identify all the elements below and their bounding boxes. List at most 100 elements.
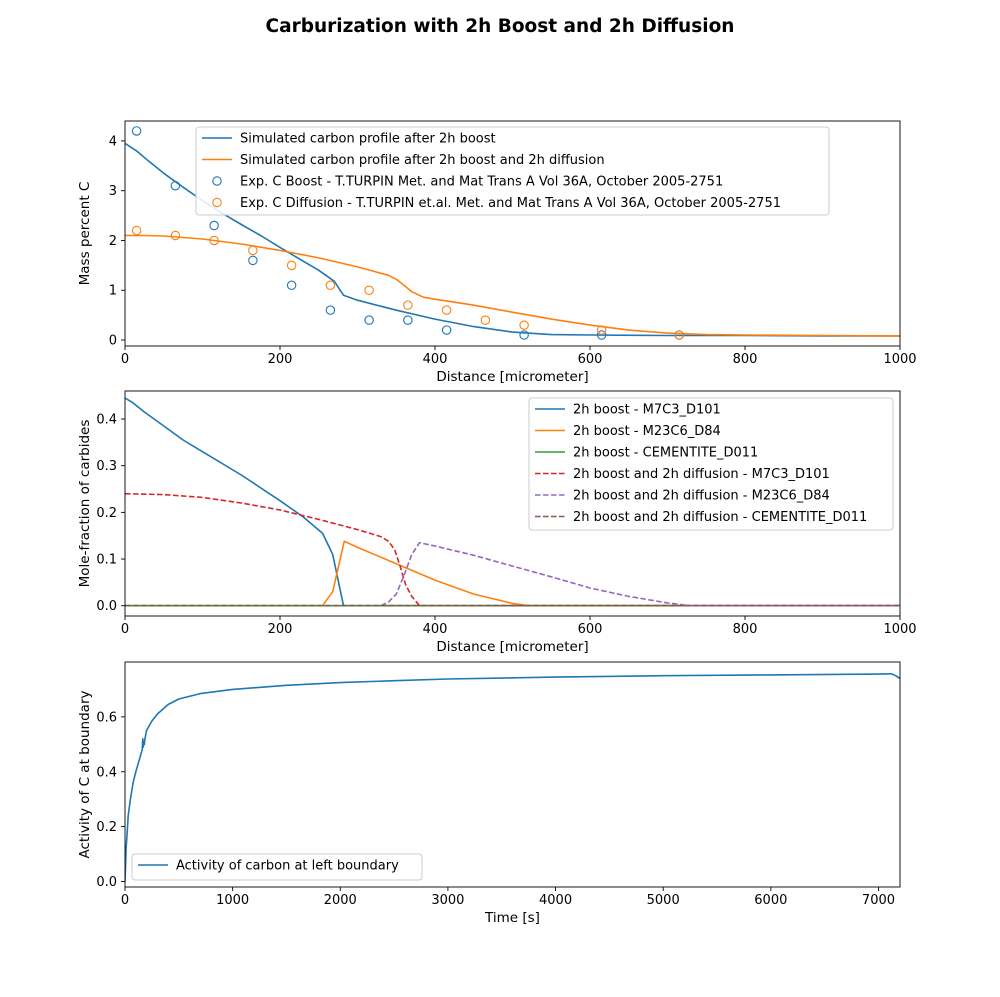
legend-marker [212,176,222,186]
legend-label: Simulated carbon profile after 2h boost … [240,153,605,168]
data-point [131,126,142,136]
legend-label: 2h boost and 2h diffusion - M23C6_D84 [573,489,830,504]
y-tick-label: 0.2 [96,506,117,521]
plot-area [125,672,900,882]
legend: Activity of carbon at left boundary [131,853,423,881]
data-point [519,320,529,330]
y-axis-label: Mass percent C [77,182,93,286]
x-tick-label: 1000 [883,622,916,637]
x-tick-label: 600 [578,352,603,367]
data-point [325,305,336,315]
legend-label: 2h boost and 2h diffusion - M7C3_D101 [573,467,830,482]
data-point [209,235,219,246]
x-tick-label: 1000 [216,893,249,908]
series-line [125,142,900,337]
x-tick-label: 5000 [647,893,680,908]
legend-label: Exp. C Diffusion - T.TURPIN et.al. Met. … [240,196,781,211]
y-tick-label: 1 [109,284,117,299]
series-line [125,492,900,607]
y-tick-label: 2 [109,234,117,249]
x-tick-label: 2000 [324,893,357,908]
x-tick-label: 1000 [883,352,916,367]
data-point [403,315,413,325]
chart-panel-2: 0 200 400 600 800 1000 0.0 0.1 0.2 0.3 0.4 Distance… [77,390,917,655]
data-point [674,330,684,340]
figure-title: Carburization with 2h Boost and 2h Diffu… [265,16,735,37]
x-axis-label: Time [s] [484,910,540,926]
chart-panel-3: 0 1000 2000 3000 4000 5000 6000 7000 0.0 0.2 0.4 0.… [77,661,901,926]
y-tick-label: 0.0 [96,875,117,890]
legend-marker [212,197,222,208]
data-point [286,260,297,271]
y-tick-label: 0 [109,334,117,349]
x-tick-label: 200 [268,622,293,637]
y-tick-label: 4 [109,134,117,149]
data-point [364,315,374,325]
legend-box [195,126,830,216]
data-point [209,220,219,231]
legend-label: Activity of carbon at left boundary [176,859,399,874]
x-tick-label: 0 [121,622,129,637]
x-tick-label: 7000 [862,893,895,908]
x-axis-label: Distance [micrometer] [436,639,588,655]
plot-area [125,126,900,340]
chart-panel-1: 0 200 400 600 800 1000 0 1 2 3 4 Distance [micromet… [77,120,917,385]
x-tick-label: 200 [268,352,293,367]
data-point [248,245,258,256]
x-tick-label: 600 [578,622,603,637]
legend-label: 2h boost - M23C6_D84 [573,424,721,439]
series-line [125,397,900,607]
plot-area [125,397,900,607]
legend-box [131,853,423,881]
legend-item: 2h boost - M23C6_D84 [535,424,721,439]
legend: 2h boost - M7C3_D101 2h boost - M23C6_D84… [528,397,894,531]
axes-frame [124,120,901,347]
legend-box [528,397,894,531]
data-point [248,255,258,266]
legend-item: Exp. C Boost - T.TURPIN Met. and Mat Tra… [212,175,723,190]
data-point [286,280,297,291]
legend: Simulated carbon profile after 2h boost S… [195,126,830,216]
x-tick-label: 400 [423,352,448,367]
data-point [596,325,607,335]
y-axis-label: Activity of C at boundary [77,691,93,859]
x-tick-label: 0 [121,352,129,367]
axes-frame [124,390,901,617]
data-point [364,285,374,295]
x-axis-label: Distance [micrometer] [436,369,588,385]
data-point [441,305,452,315]
x-tick-label: 6000 [754,893,787,908]
y-tick-label: 3 [109,184,117,199]
data-point [170,180,181,191]
y-tick-label: 0.1 [96,553,117,568]
y-axis-label: Mole-fraction of carbides [77,420,93,588]
legend-item: 2h boost and 2h diffusion - CEMENTITE_D0… [535,510,867,525]
data-point [170,230,181,241]
data-point [403,300,413,310]
y-tick-label: 0.4 [96,413,117,428]
legend-label: 2h boost - CEMENTITE_D011 [573,446,758,461]
series-line [125,541,900,607]
x-tick-label: 800 [733,622,758,637]
legend-label: 2h boost and 2h diffusion - CEMENTITE_D0… [573,510,867,525]
series-line [125,672,900,882]
legend-item: 2h boost and 2h diffusion - M7C3_D101 [535,467,830,482]
data-point [325,280,336,291]
series-line [125,234,900,337]
y-tick-label: 0.2 [96,820,117,835]
legend-item: 2h boost and 2h diffusion - M23C6_D84 [535,489,830,504]
data-point [480,315,491,325]
legend-label: 2h boost - M7C3_D101 [573,403,721,418]
legend-item: Exp. C Diffusion - T.TURPIN et.al. Met. … [212,196,781,211]
axes-frame [124,661,901,888]
y-tick-label: 0.4 [96,765,117,780]
legend-item: Activity of carbon at left boundary [138,859,399,874]
data-point [596,330,607,340]
legend-label: Simulated carbon profile after 2h boost [240,132,496,147]
x-tick-label: 800 [733,352,758,367]
legend-item: 2h boost - M7C3_D101 [535,403,721,418]
legend-label: Exp. C Boost - T.TURPIN Met. and Mat Tra… [240,175,723,190]
y-tick-label: 0.0 [96,599,117,614]
data-point [519,330,529,340]
